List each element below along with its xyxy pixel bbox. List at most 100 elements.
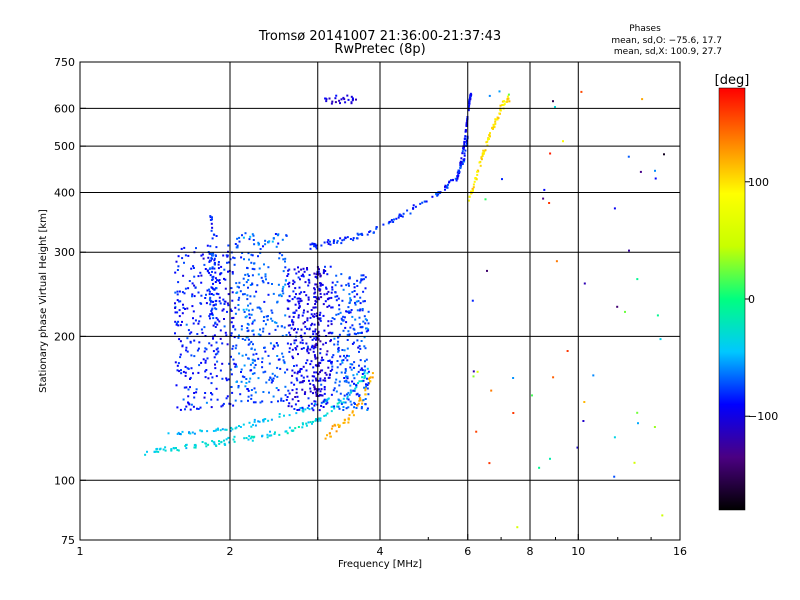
data-point — [250, 435, 253, 438]
data-point — [341, 361, 344, 364]
data-point — [309, 348, 312, 351]
data-point — [353, 377, 356, 380]
data-point — [297, 300, 300, 303]
data-point — [329, 340, 332, 343]
data-point — [187, 254, 190, 257]
data-point — [221, 428, 224, 431]
data-point — [306, 319, 309, 322]
data-point — [307, 352, 310, 355]
data-point — [351, 342, 354, 345]
data-point — [361, 309, 364, 312]
data-point — [295, 412, 298, 415]
data-point — [300, 291, 303, 294]
data-point — [210, 392, 212, 394]
colorbar-tick-label: 0 — [748, 293, 755, 306]
data-point — [288, 285, 291, 288]
data-point — [275, 387, 278, 389]
data-point — [344, 326, 347, 329]
data-point — [349, 299, 352, 302]
data-point — [223, 318, 225, 320]
data-point — [343, 316, 346, 319]
data-point — [616, 305, 619, 308]
data-point — [284, 371, 286, 374]
data-point — [323, 377, 326, 380]
data-point — [181, 291, 184, 294]
data-point — [268, 332, 271, 335]
data-point — [311, 242, 314, 245]
colorbar-tick-label: 100 — [748, 176, 769, 189]
data-point — [393, 218, 395, 221]
data-point — [211, 267, 214, 270]
data-point — [358, 345, 361, 348]
data-point — [355, 393, 358, 396]
data-point — [340, 371, 343, 374]
data-point — [484, 198, 487, 201]
data-point — [350, 309, 353, 311]
data-point — [277, 344, 279, 347]
data-point — [311, 338, 314, 341]
data-point — [351, 291, 354, 294]
data-point — [185, 386, 188, 389]
data-point — [348, 333, 351, 336]
data-point — [208, 259, 211, 262]
data-point — [181, 345, 184, 348]
data-point — [364, 403, 367, 406]
data-point — [276, 355, 279, 357]
data-point — [328, 373, 331, 376]
data-point — [292, 429, 295, 432]
data-point — [336, 343, 339, 346]
data-point — [211, 287, 214, 289]
data-point — [282, 355, 285, 358]
data-point — [299, 297, 302, 300]
data-point — [347, 306, 350, 309]
data-point — [489, 132, 491, 135]
data-point — [248, 258, 250, 261]
data-point — [472, 370, 475, 373]
data-point — [231, 271, 234, 273]
data-point — [338, 380, 341, 383]
data-point — [369, 376, 372, 379]
data-point — [232, 316, 235, 319]
data-point — [292, 311, 295, 314]
data-point — [280, 295, 283, 298]
data-point — [303, 393, 306, 395]
data-point — [315, 342, 318, 345]
data-point — [387, 222, 390, 225]
data-point — [349, 389, 352, 392]
data-point — [254, 364, 257, 366]
data-point — [272, 377, 275, 380]
data-point — [358, 350, 360, 353]
data-point — [493, 126, 496, 129]
data-point — [287, 273, 290, 276]
data-point — [327, 320, 330, 323]
data-point — [481, 155, 484, 157]
data-point — [358, 316, 361, 319]
data-point — [295, 293, 297, 296]
data-point — [265, 323, 267, 326]
data-point — [252, 353, 255, 356]
data-point — [341, 349, 344, 351]
data-point — [257, 377, 260, 380]
data-point — [192, 372, 194, 375]
data-point — [335, 313, 338, 316]
data-point — [247, 304, 249, 307]
data-point — [322, 343, 325, 346]
data-point — [250, 389, 253, 391]
data-point — [180, 372, 183, 375]
data-point — [230, 287, 233, 290]
data-point — [294, 427, 297, 430]
data-point — [259, 401, 262, 404]
data-point — [213, 334, 216, 337]
data-point — [263, 300, 266, 303]
data-point — [209, 253, 212, 256]
data-point — [329, 265, 332, 268]
data-point — [459, 161, 462, 164]
data-point — [209, 215, 212, 218]
data-point — [319, 311, 322, 314]
data-point — [249, 377, 252, 380]
data-point — [486, 144, 489, 147]
data-point — [266, 436, 269, 439]
data-point — [253, 243, 256, 246]
data-point — [406, 209, 409, 212]
data-point — [306, 375, 309, 378]
